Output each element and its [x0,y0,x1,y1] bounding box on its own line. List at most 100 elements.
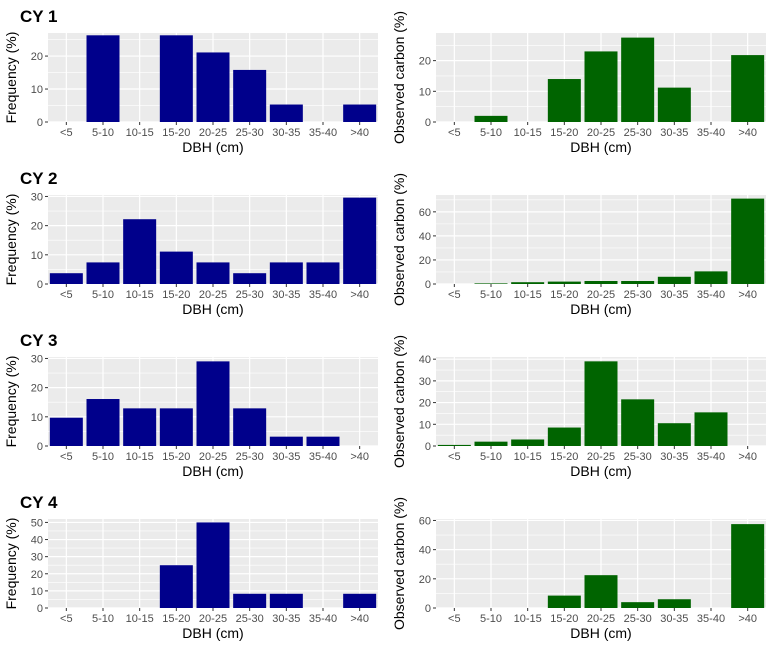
y-tick-label: 30 [31,353,43,365]
y-tick-label: 30 [31,191,43,203]
frequency-bar [86,399,120,446]
y-axis-title: Observed carbon (%) [391,173,407,306]
frequency-bar [86,35,120,123]
frequency-bar [233,408,267,446]
carbon-bar [621,602,655,608]
x-axis-title: DBH (cm) [182,625,243,641]
x-tick-label: 35-40 [697,451,725,463]
x-tick-label: 30-35 [272,613,300,625]
y-tick-label: 30 [419,376,431,388]
frequency-bar [123,219,157,284]
y-tick-label: 0 [37,441,43,453]
y-tick-label: 20 [31,51,43,63]
x-axis-title: DBH (cm) [182,301,243,317]
x-tick-label: >40 [350,613,369,625]
x-axis-title: DBH (cm) [570,139,631,155]
frequency-bar [233,273,267,284]
x-tick-label: 35-40 [697,613,725,625]
x-tick-label: >40 [738,289,757,301]
carbon-bar [657,87,691,122]
x-tick-label: 10-15 [126,127,154,139]
x-tick-label: 25-30 [236,451,264,463]
y-tick-label: 40 [419,545,431,557]
carbon-bar [584,575,618,608]
y-tick-label: 0 [37,117,43,129]
x-tick-label: <5 [448,451,461,463]
x-axis-title: DBH (cm) [182,463,243,479]
y-tick-label: 60 [419,207,431,219]
x-axis-title: DBH (cm) [570,625,631,641]
x-tick-label: 15-20 [550,613,578,625]
frequency-bar [159,408,193,446]
x-tick-label: 5-10 [480,289,502,301]
y-tick-label: 20 [419,56,431,68]
x-tick-label: 10-15 [126,613,154,625]
frequency-bar [196,262,230,284]
x-tick-label: 35-40 [309,289,337,301]
carbon-bar [621,399,655,446]
x-tick-label: <5 [448,613,461,625]
carbon-bar [621,37,655,122]
x-tick-label: 5-10 [480,613,502,625]
x-tick-label: 30-35 [660,613,688,625]
y-tick-label: 0 [425,603,431,615]
carbon-bar [731,198,765,284]
carbon-bar [511,282,545,284]
carbon-bar [547,427,581,446]
y-tick-label: 0 [37,279,43,291]
x-tick-label: 5-10 [92,289,114,301]
x-tick-label: >40 [738,127,757,139]
frequency-bar [49,273,83,284]
carbon-bar [731,524,765,608]
x-tick-label: 10-15 [514,451,542,463]
frequency-bar [269,104,303,122]
frequency-bar [86,262,120,284]
x-tick-label: 30-35 [660,289,688,301]
x-tick-label: 35-40 [309,127,337,139]
carbon-bar [694,412,728,446]
x-tick-label: 30-35 [272,451,300,463]
y-axis-title: Frequency (%) [3,518,19,610]
carbon-bar [584,280,618,284]
x-tick-label: 5-10 [92,127,114,139]
x-tick-label: 10-15 [126,451,154,463]
frequency-bar [343,104,377,122]
frequency-bar [269,436,303,446]
frequency-bar [196,522,230,608]
frequency-bar [159,565,193,608]
carbon-bar [657,599,691,608]
frequency-bar [196,361,230,446]
x-tick-label: 20-25 [199,613,227,625]
x-tick-label: 10-15 [514,289,542,301]
x-tick-label: 5-10 [480,451,502,463]
carbon-bar [731,55,765,122]
x-axis-title: DBH (cm) [570,301,631,317]
frequency-bar [343,197,377,284]
y-tick-label: 20 [31,383,43,395]
x-tick-label: 20-25 [199,451,227,463]
x-tick-label: 20-25 [587,451,615,463]
frequency-bar [123,408,157,446]
x-tick-label: 30-35 [660,451,688,463]
x-tick-label: 35-40 [697,127,725,139]
y-axis-title: Observed carbon (%) [391,335,407,468]
x-axis-title: DBH (cm) [182,139,243,155]
x-tick-label: >40 [738,613,757,625]
x-tick-label: 35-40 [309,451,337,463]
frequency-bar [269,593,303,608]
x-tick-label: 30-35 [272,289,300,301]
x-tick-label: <5 [60,127,73,139]
carbon-bar [547,281,581,284]
x-tick-label: 15-20 [550,289,578,301]
x-tick-label: 15-20 [550,451,578,463]
frequency-bar [233,69,267,122]
x-tick-label: <5 [60,613,73,625]
y-axis-title: Observed carbon (%) [391,497,407,630]
x-axis-title: DBH (cm) [570,463,631,479]
x-tick-label: <5 [60,451,73,463]
frequency-bar [159,251,193,284]
row-title: CY 4 [20,493,58,512]
y-tick-label: 10 [419,86,431,98]
x-tick-label: 25-30 [624,613,652,625]
y-tick-label: 0 [37,603,43,615]
